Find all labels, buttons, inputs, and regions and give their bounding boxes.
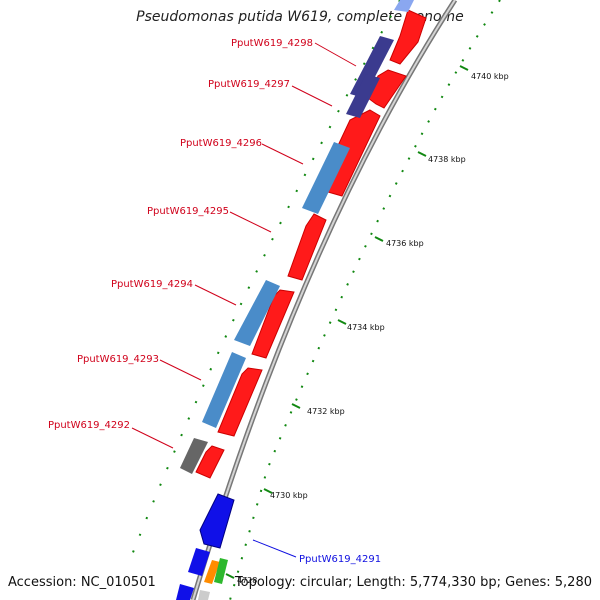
cds-green[interactable]: [214, 558, 228, 584]
gene-label-4297[interactable]: PputW619_4297: [208, 79, 290, 90]
tick-4730: [263, 488, 273, 494]
gene-label-4291[interactable]: PputW619_4291: [299, 554, 381, 565]
leader-4296: [261, 143, 304, 165]
cds-orange[interactable]: [204, 560, 220, 584]
tick-label-4736: 4736 kbp: [386, 239, 424, 248]
leader-4293: [159, 359, 202, 381]
cds-4298-darkblue[interactable]: [350, 36, 394, 98]
label-leaders: [131, 42, 357, 558]
reverse-cds-track: [180, 0, 414, 474]
cds-grey-bottom[interactable]: [198, 590, 210, 600]
cds-blue-bottom[interactable]: [176, 584, 194, 600]
cds-4298-lavender[interactable]: [394, 0, 414, 12]
tick-label-4730: 4730 kbp: [270, 491, 308, 500]
scale-ticks: [225, 65, 469, 579]
cds-arrow-4295[interactable]: [287, 213, 327, 281]
tick-4732: [291, 403, 301, 409]
genome-backbone: [190, 0, 458, 600]
tick-4740: [459, 65, 469, 71]
cds-4297-darkblue[interactable]: [346, 74, 380, 118]
cds-4296-blue[interactable]: [302, 142, 350, 214]
cds-arrow-4293[interactable]: [217, 367, 263, 437]
cds-4292-grey[interactable]: [180, 438, 208, 474]
cds-4291-blue[interactable]: [199, 493, 235, 549]
gene-label-4295[interactable]: PputW619_4295: [147, 206, 229, 217]
gene-label-4292[interactable]: PputW619_4292: [48, 420, 130, 431]
cds-arrow-4298[interactable]: [389, 9, 427, 65]
gene-label-4293[interactable]: PputW619_4293: [77, 354, 159, 365]
map-title: Pseudomonas putida W619, complete genome: [136, 9, 464, 25]
leader-4292: [131, 427, 174, 449]
tick-4736: [374, 236, 384, 242]
accession-text: Accession: NC_010501: [8, 575, 156, 590]
tick-4734: [337, 319, 347, 325]
tick-4728: [225, 573, 235, 579]
leader-4291: [252, 539, 297, 558]
genome-backbone-highlight: [192, 0, 456, 600]
cds-blue-small[interactable]: [188, 548, 210, 576]
leader-4298: [314, 42, 357, 67]
topology-text: Topology: circular; Length: 5,774,330 bp…: [234, 575, 592, 590]
tick-label-4732: 4732 kbp: [307, 407, 345, 416]
tick-label-4740: 4740 kbp: [471, 72, 509, 81]
leader-4295: [229, 211, 272, 233]
gene-label-4296[interactable]: PputW619_4296: [180, 138, 262, 149]
tick-4738: [417, 151, 427, 157]
gene-label-4294[interactable]: PputW619_4294: [111, 279, 193, 290]
tick-label-4734: 4734 kbp: [347, 323, 385, 332]
tick-label-4728: 4728: [237, 576, 257, 585]
lower-genes: [176, 493, 235, 600]
cds-arrow-4292[interactable]: [195, 445, 225, 479]
cds-4293-blue[interactable]: [202, 352, 246, 428]
cds-4294-blue[interactable]: [234, 280, 280, 346]
forward-cds-track: [195, 9, 427, 479]
leader-4297: [291, 85, 333, 107]
leader-4294: [194, 284, 237, 306]
gene-label-4298[interactable]: PputW619_4298: [231, 38, 313, 49]
tick-label-4738: 4738 kbp: [428, 155, 466, 164]
